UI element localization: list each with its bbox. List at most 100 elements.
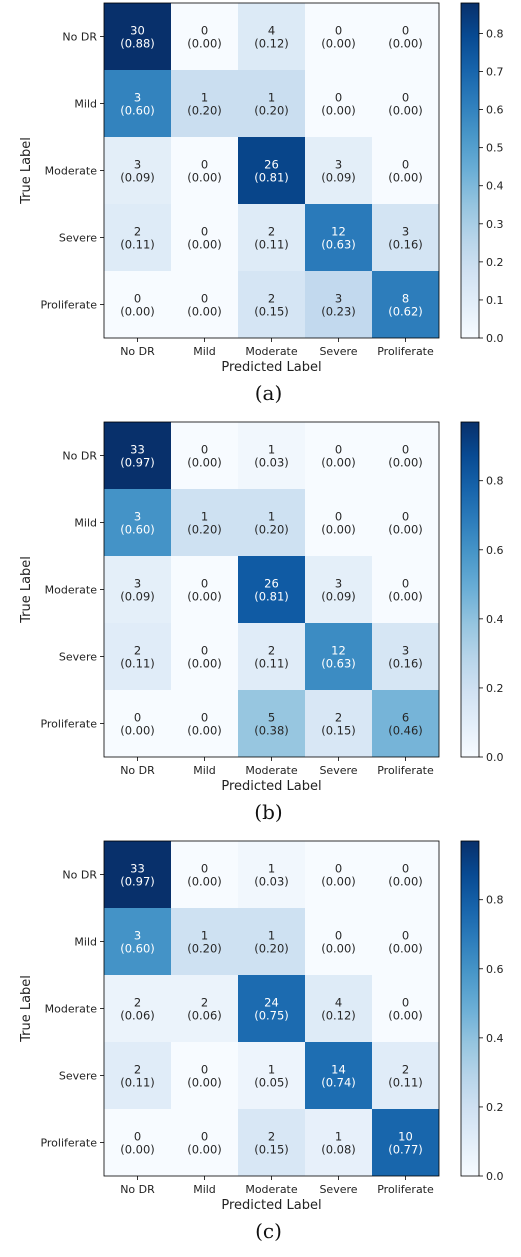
x-tick-label: Proliferate xyxy=(377,764,434,777)
cell-count-label: 1 xyxy=(201,91,208,105)
cell-count-label: 1 xyxy=(268,1063,275,1077)
heatmap-cell xyxy=(171,70,238,137)
x-axis-label: Predicted Label xyxy=(221,779,321,794)
cell-count-label: 2 xyxy=(134,996,141,1010)
cell-proportion-label: (0.00) xyxy=(187,171,222,185)
cell-proportion-label: (0.09) xyxy=(321,590,356,604)
cell-count-label: 3 xyxy=(134,91,141,105)
cell-proportion-label: (0.00) xyxy=(187,305,222,319)
heatmap-cell xyxy=(238,137,305,204)
heatmap-cell xyxy=(238,70,305,137)
cell-proportion-label: (0.60) xyxy=(120,523,155,537)
cell-count-label: 30 xyxy=(130,24,145,38)
cell-count-label: 4 xyxy=(335,996,342,1010)
cell-proportion-label: (0.00) xyxy=(388,875,423,889)
heatmap-cell xyxy=(238,690,305,757)
cell-proportion-label: (0.15) xyxy=(254,305,289,319)
y-tick-label: Mild xyxy=(74,98,97,111)
heatmap-cell xyxy=(305,271,372,338)
x-tick-label: Severe xyxy=(319,764,357,777)
cell-proportion-label: (0.00) xyxy=(321,456,356,470)
cell-proportion-label: (0.11) xyxy=(120,238,155,252)
cell-count-label: 0 xyxy=(335,24,342,38)
colorbar-tick-label: 0.4 xyxy=(486,1032,504,1045)
x-tick-label: Mild xyxy=(193,764,216,777)
cell-count-label: 24 xyxy=(264,996,279,1010)
heatmap-cell xyxy=(104,841,171,908)
cell-proportion-label: (0.74) xyxy=(321,1076,356,1090)
heatmap-cell xyxy=(104,422,171,489)
cell-count-label: 0 xyxy=(335,510,342,524)
y-tick-label: Moderate xyxy=(45,584,98,597)
cell-count-label: 3 xyxy=(335,292,342,306)
colorbar-tick-label: 0.5 xyxy=(486,142,504,155)
cell-proportion-label: (0.03) xyxy=(254,456,289,470)
heatmap-cell xyxy=(171,489,238,556)
heatmap-cell xyxy=(305,908,372,975)
cell-proportion-label: (0.00) xyxy=(187,590,222,604)
x-tick-label: Severe xyxy=(319,345,357,358)
cell-proportion-label: (0.20) xyxy=(254,942,289,956)
cell-proportion-label: (0.75) xyxy=(254,1009,289,1023)
cell-proportion-label: (0.63) xyxy=(321,657,356,671)
heatmap-cell xyxy=(372,908,439,975)
heatmap-cell xyxy=(171,1042,238,1109)
y-tick-label: No DR xyxy=(62,450,97,463)
x-tick-label: Moderate xyxy=(245,764,298,777)
colorbar xyxy=(460,2,480,339)
y-tick-label: Proliferate xyxy=(40,299,97,312)
cell-count-label: 0 xyxy=(134,292,141,306)
cell-proportion-label: (0.11) xyxy=(254,238,289,252)
cell-proportion-label: (0.20) xyxy=(187,942,222,956)
cell-proportion-label: (0.20) xyxy=(254,523,289,537)
cell-proportion-label: (0.00) xyxy=(120,305,155,319)
cell-proportion-label: (0.05) xyxy=(254,1076,289,1090)
cell-proportion-label: (0.00) xyxy=(321,875,356,889)
heatmap-cell xyxy=(104,489,171,556)
colorbar-tick-label: 0.0 xyxy=(486,1170,504,1183)
cell-count-label: 2 xyxy=(335,711,342,725)
heatmap-cell xyxy=(372,1109,439,1176)
colorbar xyxy=(460,421,480,758)
cell-proportion-label: (0.81) xyxy=(254,590,289,604)
colorbar-tick-label: 0.2 xyxy=(486,256,504,269)
heatmap-cell xyxy=(238,841,305,908)
cell-count-label: 0 xyxy=(402,158,409,172)
cell-proportion-label: (0.60) xyxy=(120,104,155,118)
cell-proportion-label: (0.00) xyxy=(388,456,423,470)
cell-proportion-label: (0.77) xyxy=(388,1143,423,1157)
heatmap-cell xyxy=(238,975,305,1042)
colorbar-tick-label: 0.2 xyxy=(486,1101,504,1114)
heatmap-cell xyxy=(171,975,238,1042)
cell-count-label: 3 xyxy=(134,577,141,591)
heatmap-cell xyxy=(238,556,305,623)
colorbar-tick-label: 0.6 xyxy=(486,104,504,117)
y-tick-label: Moderate xyxy=(45,1003,98,1016)
heatmap-cell xyxy=(372,690,439,757)
y-tick-label: Proliferate xyxy=(40,718,97,731)
cell-proportion-label: (0.00) xyxy=(187,37,222,51)
heatmap-cell xyxy=(238,204,305,271)
heatmap-cell xyxy=(372,271,439,338)
cell-count-label: 1 xyxy=(335,1130,342,1144)
colorbar-tick-label: 0.0 xyxy=(486,332,504,345)
confusion-matrix-a: 30(0.88)0(0.00)4(0.12)0(0.00)0(0.00)3(0.… xyxy=(19,2,504,405)
cell-proportion-label: (0.20) xyxy=(187,104,222,118)
heatmap-cell xyxy=(305,841,372,908)
heatmap-cell xyxy=(305,690,372,757)
cell-proportion-label: (0.00) xyxy=(321,104,356,118)
heatmap-cell xyxy=(104,908,171,975)
heatmap-cell xyxy=(372,3,439,70)
cell-count-label: 2 xyxy=(134,644,141,658)
heatmap-cell xyxy=(305,204,372,271)
colorbar-tick-label: 0.6 xyxy=(486,544,504,557)
colorbar-tick-label: 0.2 xyxy=(486,682,504,695)
heatmap-cell xyxy=(238,1109,305,1176)
x-tick-label: Proliferate xyxy=(377,345,434,358)
cell-count-label: 3 xyxy=(402,644,409,658)
cell-proportion-label: (0.11) xyxy=(388,1076,423,1090)
cell-count-label: 2 xyxy=(268,225,275,239)
y-tick-label: Mild xyxy=(74,517,97,530)
heatmap-cell xyxy=(372,556,439,623)
x-tick-label: Proliferate xyxy=(377,1183,434,1196)
